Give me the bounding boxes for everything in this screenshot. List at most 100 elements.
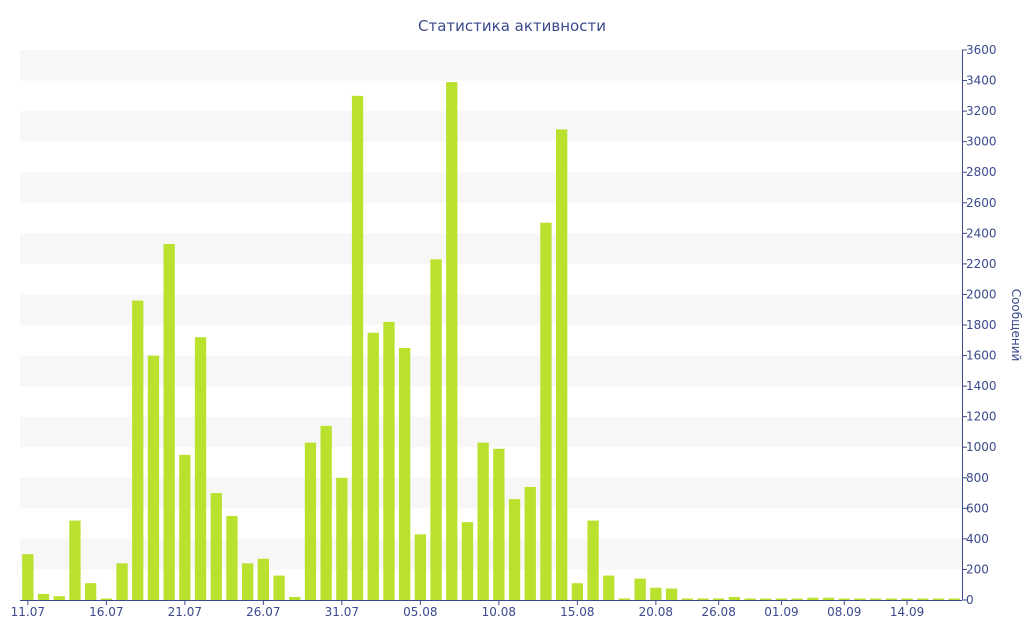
x-tick-label: 08.09: [827, 605, 861, 619]
bar-27.07: [273, 575, 285, 600]
bar-04.08: [399, 347, 411, 600]
bar-23.07: [210, 493, 222, 600]
y-tick-label: 2200: [966, 257, 997, 271]
bar-25.07: [242, 563, 254, 600]
grid-band: [20, 141, 962, 173]
bar-05.09: [807, 597, 819, 600]
y-tick-label: 400: [966, 532, 989, 546]
bar-30.08: [744, 598, 756, 600]
x-tick-label: 26.08: [701, 605, 735, 619]
y-tick-label: 1800: [966, 318, 997, 332]
bar-21.08: [665, 588, 678, 600]
chart-title: Статистика активности: [418, 17, 606, 35]
bar-18.08: [618, 598, 631, 600]
bar-20.09: [948, 598, 960, 600]
bar-30.07: [320, 425, 332, 600]
x-tick-label: 11.07: [11, 605, 45, 619]
grid-band: [20, 263, 962, 295]
bar-14.07: [69, 520, 81, 600]
bar-31.08: [760, 598, 772, 600]
y-axis-ticks: 0 200 400 600 800 1000 1200 1400 1600 1800 2000 220…: [962, 43, 997, 607]
bar-17.08: [603, 575, 615, 600]
y-tick-label: 2000: [966, 287, 997, 301]
grid-band: [20, 477, 962, 509]
bar-22.08: [681, 598, 693, 600]
grid-band: [20, 50, 962, 81]
bar-19.07: [147, 355, 160, 600]
bar-08.08: [461, 522, 474, 600]
bar-27.08: [728, 596, 740, 600]
bar-16.07: [100, 598, 112, 600]
x-tick-label: 14.09: [890, 605, 924, 619]
grid-band: [20, 294, 962, 325]
grid-band: [20, 447, 962, 478]
y-tick-label: 1400: [966, 379, 997, 393]
bar-03.08: [383, 321, 395, 600]
bar-12.07: [37, 593, 50, 600]
x-tick-label: 05.08: [403, 605, 437, 619]
bar-12.08: [524, 486, 536, 600]
bar-09.08: [477, 442, 489, 600]
grid-band: [20, 538, 962, 570]
bar-26.07: [257, 558, 269, 600]
y-tick-label: 1600: [966, 349, 997, 363]
bar-17.07: [116, 563, 128, 600]
bar-20.08: [650, 587, 662, 600]
x-tick-label: 20.08: [639, 605, 673, 619]
bar-21.07: [179, 454, 191, 600]
grid-band: [20, 80, 962, 112]
y-tick-label: 600: [966, 501, 989, 515]
bar-18.07: [132, 300, 144, 600]
bar-02.08: [367, 332, 379, 600]
bar-16.08: [587, 520, 599, 600]
x-tick-label: 16.07: [89, 605, 123, 619]
y-tick-label: 2600: [966, 196, 997, 210]
bar-24.07: [226, 515, 238, 600]
grid-band: [20, 172, 962, 203]
bar-15.08: [571, 583, 583, 600]
bar-14.09: [901, 598, 913, 600]
grid-band: [20, 569, 962, 600]
bar-09.09: [854, 598, 866, 600]
y-tick-label: 200: [966, 562, 989, 576]
bar-05.08: [414, 534, 426, 600]
y-tick-label: 3000: [966, 135, 997, 149]
bar-06.08: [430, 259, 442, 600]
bar-series: [22, 82, 960, 600]
grid-band: [20, 355, 962, 387]
grid-band: [20, 508, 962, 539]
x-tick-label: 26.07: [246, 605, 280, 619]
bar-01.09: [775, 598, 788, 600]
bar-03.09: [791, 598, 803, 600]
y-tick-label: 3600: [966, 43, 997, 57]
grid-band: [20, 111, 962, 142]
grid-band: [20, 325, 962, 356]
y-tick-label: 2400: [966, 226, 997, 240]
grid-band: [20, 233, 962, 264]
bar-22.07: [194, 337, 207, 600]
bar-13.07: [53, 596, 65, 600]
bar-26.08: [713, 598, 725, 600]
bar-29.07: [304, 442, 317, 600]
bar-11.08: [508, 499, 521, 600]
bar-18.09: [932, 598, 945, 600]
bar-01.08: [351, 95, 364, 600]
y-tick-label: 800: [966, 471, 989, 485]
bar-24.08: [697, 598, 709, 600]
bar-15.07: [85, 583, 97, 600]
bar-13.08: [540, 222, 552, 600]
x-tick-label: 15.08: [560, 605, 594, 619]
bar-11.09: [870, 598, 882, 600]
grid-band: [20, 202, 962, 234]
y-tick-label: 0: [966, 593, 974, 607]
y-axis-label: Сообщений: [1009, 289, 1023, 362]
y-tick-label: 3200: [966, 104, 997, 118]
y-tick-label: 1000: [966, 440, 997, 454]
bar-20.07: [163, 244, 175, 600]
bar-11.07: [22, 554, 34, 600]
grid-bands: [20, 50, 962, 600]
y-tick-label: 1200: [966, 410, 997, 424]
bar-08.09: [838, 598, 850, 600]
